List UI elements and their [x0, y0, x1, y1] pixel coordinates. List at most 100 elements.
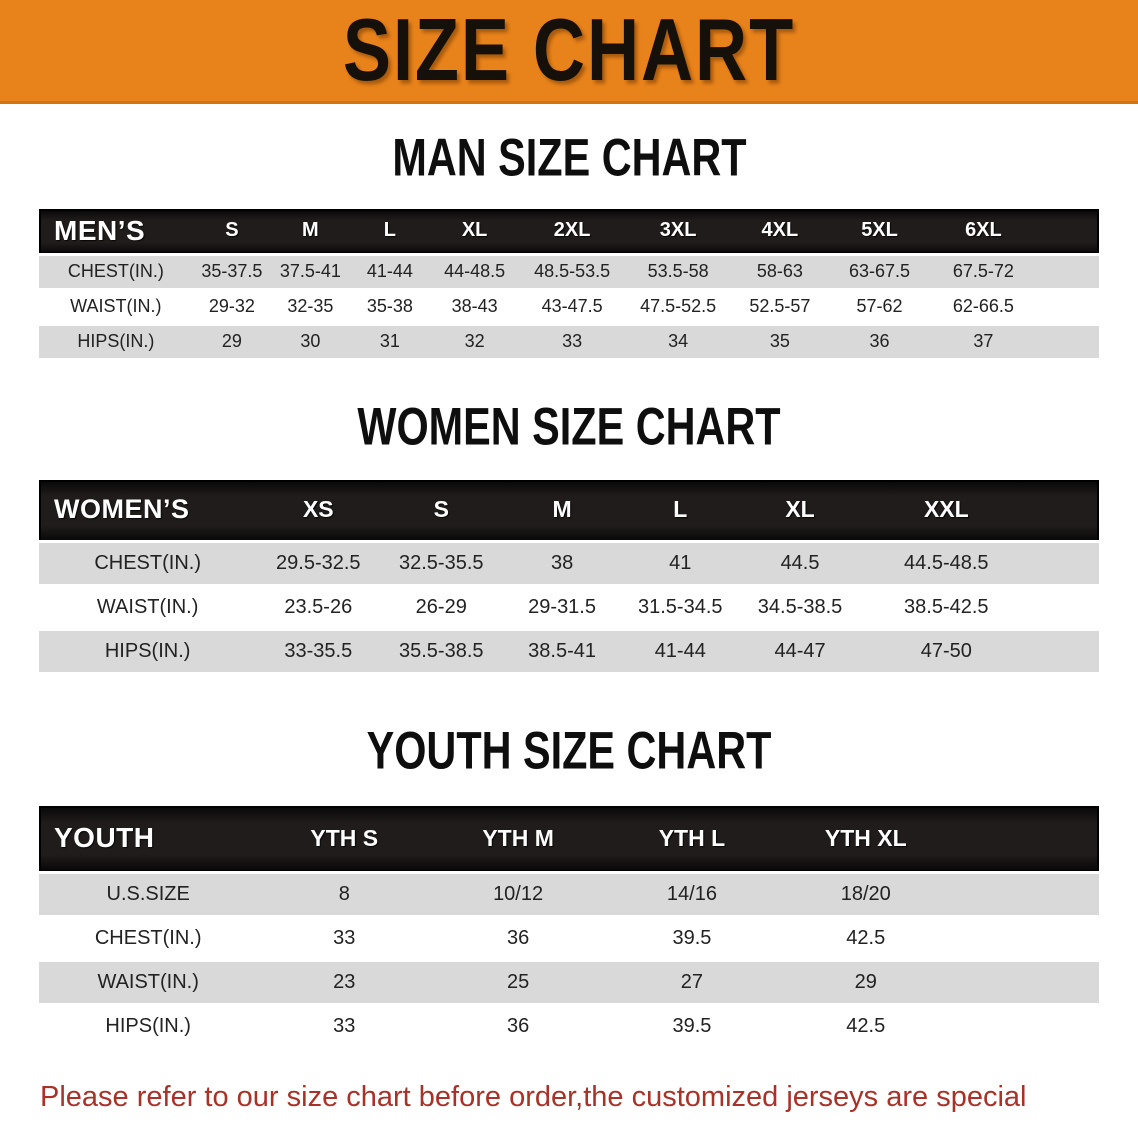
- row-label: WAIST(IN.): [39, 289, 193, 324]
- size-chart-banner: SIZE CHART: [0, 0, 1138, 104]
- size-value: 53.5-58: [625, 252, 732, 291]
- row-filler: [952, 870, 1099, 918]
- size-value: 47.5-52.5: [625, 289, 732, 324]
- table-corner-label: WOMEN’S: [54, 494, 190, 525]
- size-value: 63-67.5: [828, 252, 931, 291]
- size-value: 42.5: [778, 1004, 953, 1048]
- size-value: 14/16: [605, 870, 779, 918]
- header-filler: [953, 806, 1099, 872]
- row-label: CHEST(IN.): [39, 252, 193, 291]
- womens-size-table: WOMEN’S XS S M L XL XXL CHEST(IN.) 29.5-32.5 32.…: [39, 479, 1099, 675]
- table-row: WAIST(IN.) 23 25 27 29: [39, 958, 1099, 1006]
- table-row: CHEST(IN.) 33 36 39.5 42.5: [39, 916, 1099, 960]
- row-filler: [1031, 585, 1099, 630]
- size-value: 25: [431, 958, 606, 1006]
- row-label: U.S.SIZE: [39, 870, 258, 918]
- size-value: 38: [502, 540, 622, 587]
- row-label: WAIST(IN.): [39, 958, 258, 1006]
- row-label: CHEST(IN.): [39, 540, 257, 587]
- size-value: 29.5-32.5: [256, 540, 381, 587]
- size-value: 29-32: [192, 289, 272, 324]
- size-value: 26-29: [380, 585, 503, 630]
- size-value: 41-44: [349, 252, 431, 291]
- table-header-row: WOMEN’S XS S M L XL XXL: [39, 479, 1099, 542]
- size-value: 52.5-57: [731, 289, 829, 324]
- size-value: 42.5: [778, 916, 953, 960]
- size-column-header: S: [225, 219, 239, 242]
- size-value: 33-35.5: [256, 628, 381, 675]
- row-label: HIPS(IN.): [39, 1004, 258, 1048]
- table-row: CHEST(IN.) 29.5-32.5 32.5-35.5 38 41 44.5 44.5…: [39, 540, 1099, 587]
- table-row: HIPS(IN.) 33 36 39.5 42.5: [39, 1004, 1099, 1048]
- row-label: WAIST(IN.): [39, 585, 257, 630]
- size-value: 29: [192, 322, 272, 361]
- size-value: 23: [257, 958, 432, 1006]
- size-column-header: YTH XL: [824, 824, 907, 851]
- size-value: 62-66.5: [930, 289, 1037, 324]
- row-filler: [1031, 628, 1099, 675]
- mens-size-table: MEN’S S M L XL 2XL 3XL 4XL 5XL 6XL CHEST(IN.) 35-3…: [39, 209, 1099, 361]
- size-value: 31: [349, 322, 431, 361]
- table-header-row: YOUTH YTH S YTH M YTH L YTH XL: [39, 806, 1099, 872]
- table-corner-label: YOUTH: [54, 822, 155, 854]
- size-value: 29-31.5: [502, 585, 622, 630]
- row-label: HIPS(IN.): [39, 322, 193, 361]
- size-value: 32: [430, 322, 520, 361]
- youth-section-title: YOUTH SIZE CHART: [0, 720, 1138, 790]
- size-value: 38.5-41: [502, 628, 622, 675]
- size-value: 36: [431, 916, 606, 960]
- size-value: 39.5: [605, 1004, 779, 1048]
- womens-section-title-text: WOMEN SIZE CHART: [357, 395, 781, 456]
- size-value: 44-47: [738, 628, 862, 675]
- size-value: 29: [778, 958, 953, 1006]
- row-label: HIPS(IN.): [39, 628, 257, 675]
- size-value: 33: [257, 1004, 432, 1048]
- size-column-header: 6XL: [965, 219, 1002, 242]
- womens-section-title: WOMEN SIZE CHART: [0, 396, 1138, 466]
- size-value: 58-63: [731, 252, 829, 291]
- size-value: 36: [431, 1004, 606, 1048]
- table-corner-label: MEN’S: [54, 214, 146, 246]
- size-column-header: M: [552, 496, 572, 523]
- size-value: 44-48.5: [430, 252, 520, 291]
- size-value: 47-50: [861, 628, 1032, 675]
- size-value: 35.5-38.5: [380, 628, 503, 675]
- row-filler: [952, 916, 1099, 960]
- size-value: 37: [930, 322, 1037, 361]
- size-value: 34: [625, 322, 732, 361]
- row-label: CHEST(IN.): [39, 916, 258, 960]
- size-value: 35-37.5: [192, 252, 272, 291]
- size-value: 34.5-38.5: [738, 585, 862, 630]
- row-filler: [1036, 322, 1099, 361]
- size-value: 18/20: [778, 870, 953, 918]
- table-row: U.S.SIZE 8 10/12 14/16 18/20: [39, 870, 1099, 918]
- size-value: 38-43: [430, 289, 520, 324]
- size-column-header: XS: [302, 496, 334, 523]
- size-value: 44.5: [738, 540, 862, 587]
- size-value: 8: [257, 870, 432, 918]
- size-column-header: YTH M: [482, 824, 554, 851]
- size-value: 41: [621, 540, 739, 587]
- size-value: 41-44: [621, 628, 739, 675]
- table-row: WAIST(IN.) 29-32 32-35 35-38 38-43 43-47.5 47.…: [39, 289, 1099, 324]
- size-value: 35-38: [349, 289, 431, 324]
- size-column-header: 4XL: [761, 219, 799, 242]
- youth-size-table: YOUTH YTH S YTH M YTH L YTH XL U.S.SIZE 8 10/1…: [39, 806, 1099, 1048]
- size-value: 67.5-72: [930, 252, 1037, 291]
- disclaimer-text: Please refer to our size chart before or…: [40, 1074, 1100, 1132]
- size-column-header: YTH L: [658, 824, 726, 851]
- size-value: 33: [519, 322, 626, 361]
- youth-section-title-text: YOUTH SIZE CHART: [366, 720, 772, 781]
- row-filler: [952, 958, 1099, 1006]
- size-value: 48.5-53.5: [519, 252, 626, 291]
- size-value: 36: [828, 322, 931, 361]
- table-header-row: MEN’S S M L XL 2XL 3XL 4XL 5XL 6XL: [39, 209, 1099, 254]
- size-column-header: 2XL: [553, 219, 591, 242]
- size-column-header: L: [673, 496, 688, 523]
- row-filler: [1031, 540, 1099, 587]
- header-filler: [1036, 209, 1099, 254]
- size-value: 23.5-26: [256, 585, 381, 630]
- size-value: 35: [731, 322, 829, 361]
- size-value: 31.5-34.5: [621, 585, 739, 630]
- size-value: 32-35: [271, 289, 350, 324]
